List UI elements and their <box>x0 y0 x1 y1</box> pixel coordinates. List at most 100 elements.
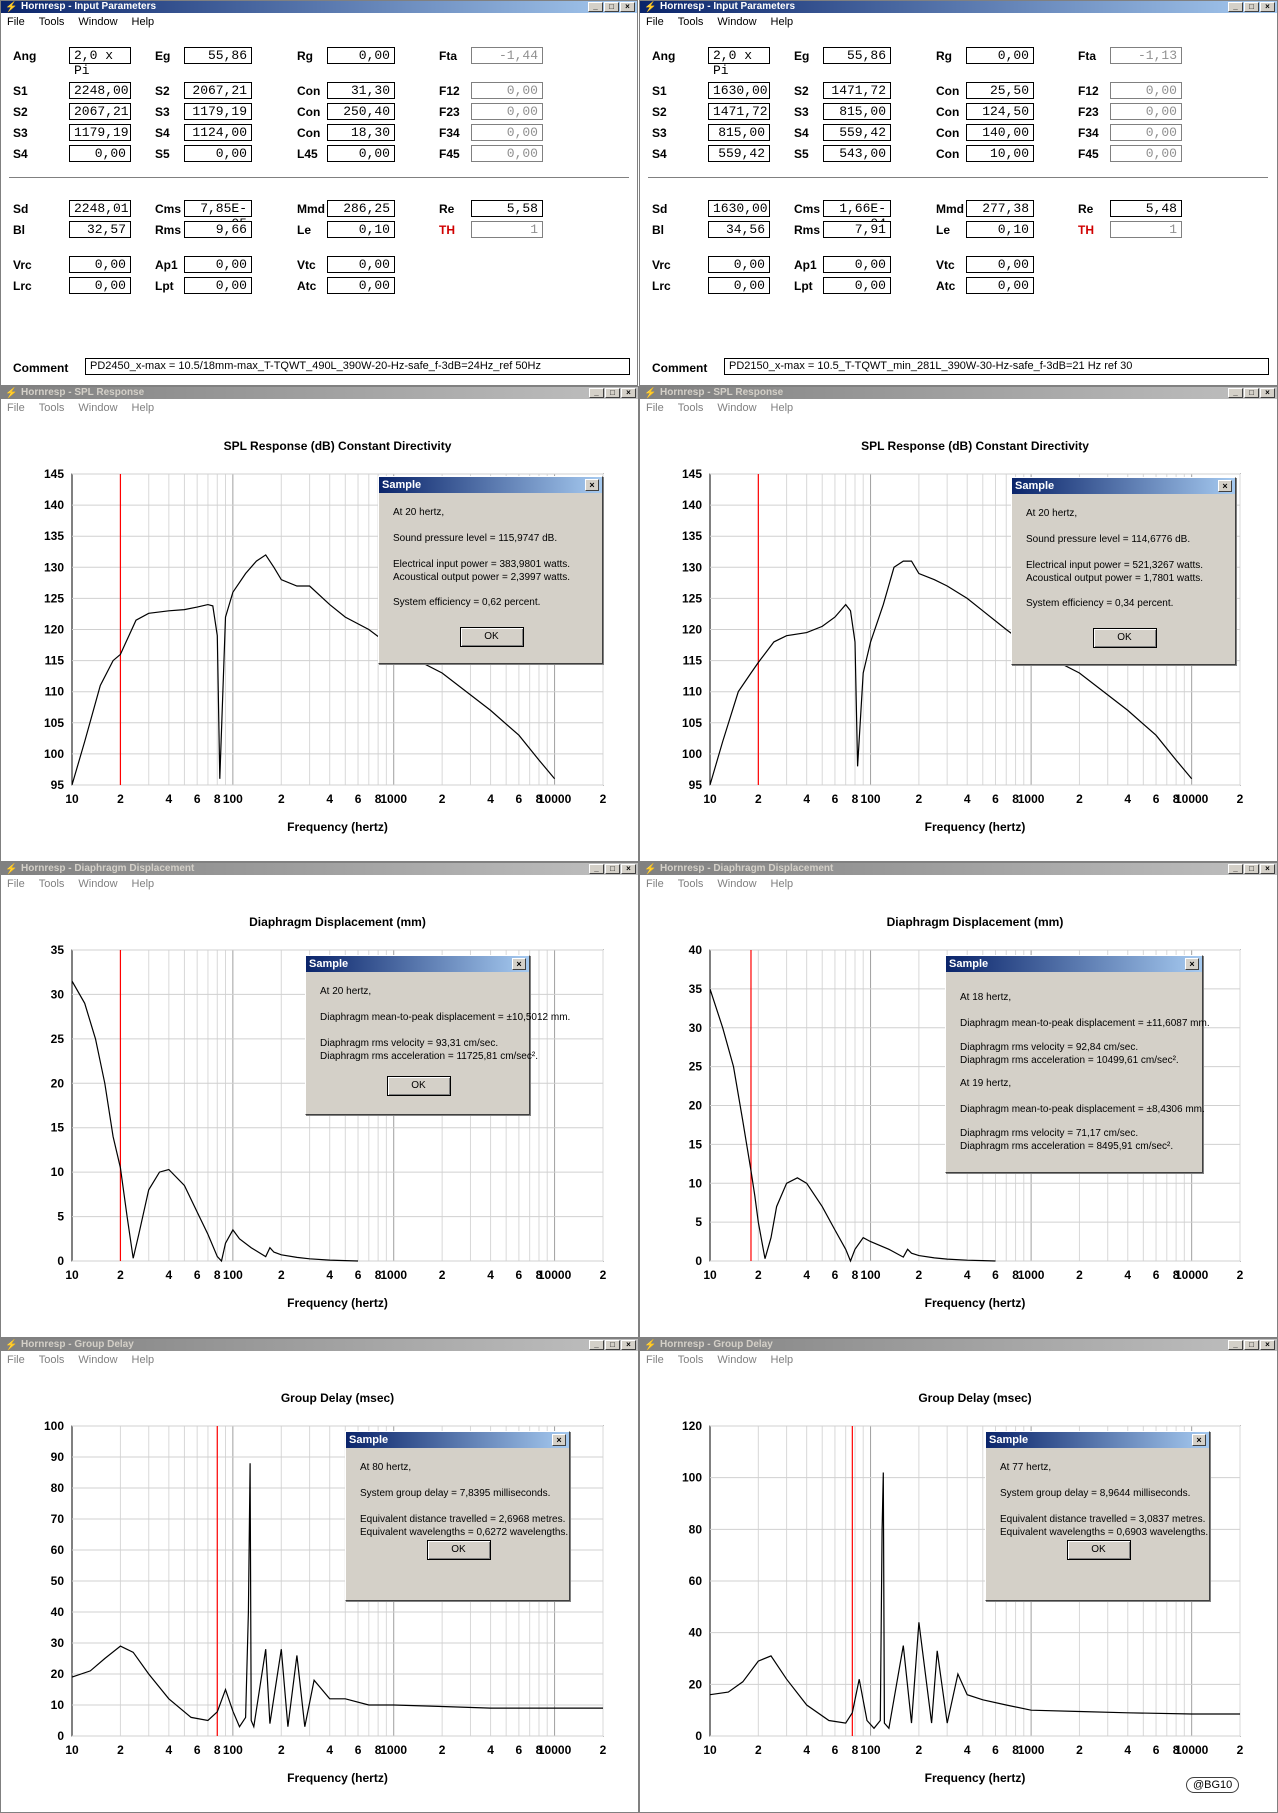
param-field[interactable]: 286,25 <box>327 200 395 217</box>
dialog-close-button[interactable]: × <box>1185 958 1199 970</box>
param-field[interactable]: 55,86 <box>823 47 891 64</box>
param-field[interactable]: 0,00 <box>69 256 131 273</box>
param-field[interactable]: 2248,01 <box>69 200 131 217</box>
close-button[interactable]: × <box>621 864 636 874</box>
menu-file[interactable]: File <box>646 402 664 414</box>
menu-file[interactable]: File <box>7 16 25 28</box>
param-field[interactable]: 1,66E-04 <box>823 200 891 231</box>
menu-window[interactable]: Window <box>78 402 118 414</box>
menu-file[interactable]: File <box>7 878 25 890</box>
ok-button[interactable]: OK <box>1092 628 1157 648</box>
minimize-button[interactable]: _ <box>589 864 604 874</box>
maximize-button[interactable]: □ <box>605 1340 620 1350</box>
ok-button[interactable]: OK <box>426 1540 491 1560</box>
param-field[interactable]: 815,00 <box>708 124 770 141</box>
menu-tools[interactable]: Tools <box>38 878 65 890</box>
maximize-button[interactable]: □ <box>1244 864 1259 874</box>
minimize-button[interactable]: _ <box>1228 388 1243 398</box>
menu-tools[interactable]: Tools <box>38 16 65 28</box>
param-field[interactable]: 0,00 <box>184 145 252 162</box>
param-field[interactable]: 0,00 <box>327 47 395 64</box>
close-button[interactable]: × <box>621 388 636 398</box>
param-field[interactable]: 0,00 <box>184 277 252 294</box>
param-field[interactable]: 277,38 <box>966 200 1034 217</box>
param-field[interactable]: 124,50 <box>966 103 1034 120</box>
menu-help[interactable]: Help <box>770 1354 794 1366</box>
maximize-button[interactable]: □ <box>604 2 619 12</box>
menu-tools[interactable]: Tools <box>677 1354 704 1366</box>
close-button[interactable]: × <box>620 2 635 12</box>
close-button[interactable]: × <box>621 1340 636 1350</box>
menu-window[interactable]: Window <box>78 1354 118 1366</box>
param-field[interactable]: 2067,21 <box>69 103 131 120</box>
window-title-bar[interactable]: ⚡ Hornresp - Group Delay _ □ × <box>1 1339 638 1351</box>
param-field[interactable]: 5,58 <box>471 200 543 217</box>
param-field[interactable]: 5,48 <box>1110 200 1182 217</box>
window-title-bar[interactable]: ⚡ Hornresp - Group Delay _ □ × <box>640 1339 1277 1351</box>
menu-help[interactable]: Help <box>131 16 155 28</box>
minimize-button[interactable]: _ <box>589 388 604 398</box>
close-button[interactable]: × <box>1260 864 1275 874</box>
ok-button[interactable]: OK <box>459 627 524 647</box>
param-field[interactable]: 0,00 <box>184 256 252 273</box>
param-field[interactable]: 0,00 <box>69 277 131 294</box>
minimize-button[interactable]: _ <box>588 2 603 12</box>
minimize-button[interactable]: _ <box>1228 864 1243 874</box>
dialog-close-button[interactable]: × <box>552 1434 566 1446</box>
menu-help[interactable]: Help <box>770 402 794 414</box>
param-field[interactable]: 18,30 <box>327 124 395 141</box>
window-title-bar[interactable]: ⚡ Hornresp - SPL Response _ □ × <box>1 387 638 399</box>
menu-help[interactable]: Help <box>131 878 155 890</box>
param-field[interactable]: 140,00 <box>966 124 1034 141</box>
dialog-close-button[interactable]: × <box>585 479 599 491</box>
maximize-button[interactable]: □ <box>1244 2 1259 12</box>
menu-window[interactable]: Window <box>78 16 118 28</box>
dialog-close-button[interactable]: × <box>512 958 526 970</box>
menu-help[interactable]: Help <box>770 16 794 28</box>
menu-help[interactable]: Help <box>131 1354 155 1366</box>
param-field[interactable]: 543,00 <box>823 145 891 162</box>
comment-field[interactable]: PD2150_x-max = 10.5_T-TQWT_min_281L_390W… <box>724 358 1269 375</box>
menu-window[interactable]: Window <box>717 402 757 414</box>
menu-window[interactable]: Window <box>78 878 118 890</box>
menu-tools[interactable]: Tools <box>38 402 65 414</box>
menu-tools[interactable]: Tools <box>677 16 704 28</box>
param-field[interactable]: 1124,00 <box>184 124 252 141</box>
param-field[interactable]: 0,00 <box>327 277 395 294</box>
param-field[interactable]: 0,00 <box>708 277 770 294</box>
param-field[interactable]: 0,00 <box>966 47 1034 64</box>
param-field[interactable]: 1630,00 <box>708 200 770 217</box>
menu-file[interactable]: File <box>7 1354 25 1366</box>
maximize-button[interactable]: □ <box>1244 1340 1259 1350</box>
close-button[interactable]: × <box>1260 388 1275 398</box>
param-field[interactable]: 10,00 <box>966 145 1034 162</box>
minimize-button[interactable]: _ <box>1228 2 1243 12</box>
param-field[interactable]: 559,42 <box>823 124 891 141</box>
param-field[interactable]: 34,56 <box>708 221 770 238</box>
param-field[interactable]: 32,57 <box>69 221 131 238</box>
menu-file[interactable]: File <box>646 1354 664 1366</box>
param-field[interactable]: 31,30 <box>327 82 395 99</box>
dialog-close-button[interactable]: × <box>1192 1434 1206 1446</box>
menu-help[interactable]: Help <box>770 878 794 890</box>
dialog-close-button[interactable]: × <box>1218 480 1232 492</box>
close-button[interactable]: × <box>1260 2 1275 12</box>
param-field[interactable]: 2067,21 <box>184 82 252 99</box>
maximize-button[interactable]: □ <box>605 864 620 874</box>
window-title-bar[interactable]: ⚡ Hornresp - Diaphragm Displacement _ □ × <box>640 863 1277 875</box>
minimize-button[interactable]: _ <box>1228 1340 1243 1350</box>
comment-field[interactable]: PD2450_x-max = 10.5/18mm-max_T-TQWT_490L… <box>85 358 630 375</box>
menu-help[interactable]: Help <box>131 402 155 414</box>
param-field[interactable]: 815,00 <box>823 103 891 120</box>
menu-tools[interactable]: Tools <box>38 1354 65 1366</box>
param-field[interactable]: 7,91 <box>823 221 891 238</box>
param-field[interactable]: 1179,19 <box>69 124 131 141</box>
param-field[interactable]: 25,50 <box>966 82 1034 99</box>
param-field[interactable]: 55,86 <box>184 47 252 64</box>
param-field[interactable]: 0,00 <box>966 277 1034 294</box>
param-field[interactable]: 250,40 <box>327 103 395 120</box>
param-field[interactable]: 0,10 <box>966 221 1034 238</box>
menu-file[interactable]: File <box>646 16 664 28</box>
ok-button[interactable]: OK <box>1066 1540 1131 1560</box>
menu-tools[interactable]: Tools <box>677 878 704 890</box>
